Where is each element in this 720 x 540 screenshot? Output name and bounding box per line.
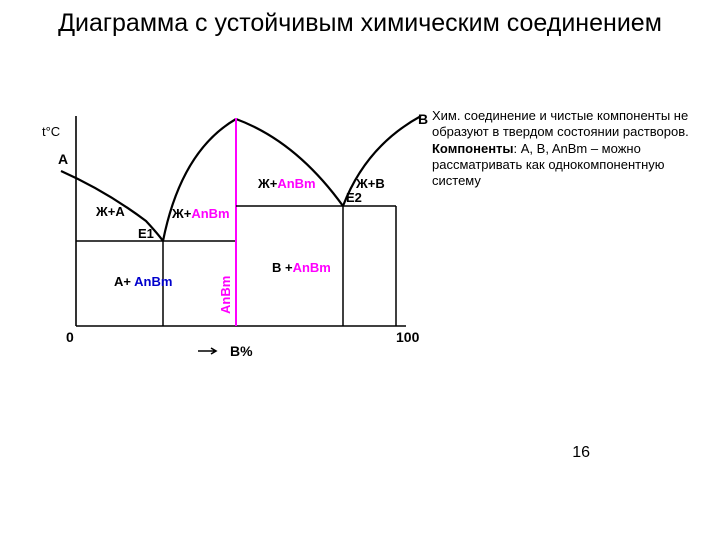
region-B-plus-AnBm: B +AnBm <box>272 260 331 275</box>
phase-diagram: t°C A B E1 E2 Ж+А Ж+AnBm Ж+AnBm <box>36 106 436 386</box>
liquidus-compound-right <box>236 119 343 206</box>
x-tick-0: 0 <box>66 329 74 345</box>
x-axis-arrow <box>198 348 216 354</box>
x-axis-label: B% <box>230 343 253 359</box>
point-B-label: B <box>418 111 428 127</box>
region-A-plus-AnBm: A+ AnBm <box>114 274 172 289</box>
desc-part1: Хим. соединение и чистые компоненты не о… <box>432 108 689 139</box>
region-Zh-plus-B: Ж+B <box>355 176 385 191</box>
region-Zh-plus-AnBm-left: Ж+AnBm <box>171 206 230 221</box>
page-number: 16 <box>572 444 590 462</box>
E1-label: E1 <box>138 226 154 241</box>
compound-label: AnBm <box>218 276 233 314</box>
point-A-label: A <box>58 151 68 167</box>
region-Zh-plus-A: Ж+А <box>95 204 125 219</box>
E2-label: E2 <box>346 190 362 205</box>
slide-title: Диаграмма с устойчивым химическим соедин… <box>0 8 720 38</box>
region-Zh-plus-AnBm-right: Ж+AnBm <box>257 176 316 191</box>
x-tick-100: 100 <box>396 329 420 345</box>
components-label: Компоненты <box>432 141 514 156</box>
description-text: Хим. соединение и чистые компоненты не о… <box>432 108 702 189</box>
y-axis-label: t°C <box>42 124 60 139</box>
liquidus-compound-left <box>163 119 236 241</box>
